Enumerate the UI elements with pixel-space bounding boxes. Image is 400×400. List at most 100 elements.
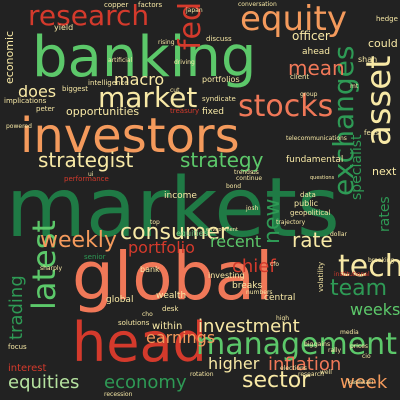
word-mt: mt [350, 83, 359, 90]
word-ahead: ahead [302, 47, 330, 57]
word-stocks: stocks [238, 89, 334, 124]
word-gains: gains [314, 341, 331, 348]
word-equity: equity [240, 0, 347, 39]
word-global: global [72, 238, 274, 315]
word-data: data [300, 191, 316, 199]
word-equities: equities [8, 372, 80, 393]
word-client: client [290, 73, 310, 81]
word-josh: josh [246, 205, 259, 212]
word-geopolitical: geopolitical [290, 209, 331, 217]
word-ui: ui [88, 171, 94, 178]
word-driving: driving [174, 59, 195, 66]
word-institutional: institutional [334, 271, 370, 278]
word-investing: investing [208, 271, 245, 280]
word-banking: banking [32, 25, 257, 90]
word-sharply: sharply [40, 265, 63, 272]
word-portfolio: portfolio [128, 238, 195, 257]
word-syndicate: syndicate [202, 95, 236, 103]
word-conversation: conversation [238, 1, 277, 8]
word-officer: officer [292, 29, 330, 43]
word-rising: rising [158, 39, 175, 46]
word-well: well [320, 369, 332, 376]
word-recession: recession [104, 391, 133, 398]
word-economy: economy [104, 372, 187, 393]
word-breaks: breaks [232, 281, 263, 291]
word-environment: environment [206, 227, 238, 233]
word-markets: markets [6, 161, 340, 256]
word-rate: rate [292, 228, 333, 252]
word-kashkari: kashkari [348, 379, 374, 386]
word-high: high [276, 315, 290, 322]
word-investors: investors [20, 108, 240, 164]
word-biggest: biggest [62, 85, 88, 93]
word-performance: performance [64, 175, 109, 183]
word-discuss: discuss [206, 35, 232, 43]
word-copper: copper [104, 1, 129, 9]
word-trajectory: trajectory [276, 219, 306, 226]
word-rally: rally [328, 347, 342, 354]
word-yield: yield [54, 23, 74, 32]
word-trends: trends [234, 169, 254, 176]
word-could: could [368, 37, 398, 50]
word-recent: recent [210, 232, 262, 251]
word-factors: factors [138, 1, 163, 9]
word-breaking: breaking [368, 257, 395, 264]
word-income: income [164, 191, 197, 201]
word-big: big [304, 341, 314, 348]
word-cho: cho [142, 311, 153, 318]
word-shah: shah [358, 55, 378, 64]
word-feds: feds [364, 129, 379, 137]
word-equities-small: equities [176, 229, 208, 238]
word-media: media [340, 329, 359, 336]
word-questions: questions [310, 175, 335, 181]
word-management: management [196, 327, 397, 362]
word-dollar: dollar [330, 231, 347, 238]
word-within: within [152, 321, 183, 332]
word-telecommunications: telecommunications [286, 135, 347, 142]
word-solutions: solutions [118, 319, 150, 327]
word-central: central [264, 293, 296, 303]
word-artificial: artificial [108, 57, 133, 64]
word-specialist: specialist [349, 134, 365, 200]
word-group: group [300, 91, 318, 98]
word-cut: cut [170, 87, 180, 94]
word-cio: cio [362, 353, 371, 360]
word-head: head [72, 311, 207, 374]
word-chief: chief [232, 256, 276, 277]
word-sector: sector [242, 368, 311, 393]
word-bank: bank [140, 265, 160, 274]
word-intelligence: intelligence [88, 79, 129, 87]
word-weekly: weekly [40, 228, 117, 253]
word-volatility: volatility [317, 261, 325, 292]
word-implications: implications [4, 97, 47, 105]
word-research: research [28, 0, 150, 32]
word-team: team [330, 276, 388, 301]
word-next: next [372, 165, 397, 178]
word-us: us [252, 169, 259, 176]
word-strategy: strategy [180, 148, 264, 172]
word-cfo: cfo [270, 261, 280, 268]
word-powered: powered [6, 123, 32, 130]
word-desk: desk [162, 305, 179, 313]
word-focus: focus [8, 343, 27, 351]
word-wealth: wealth [156, 291, 187, 301]
word-fundamental: fundamental [286, 155, 344, 165]
word-economic: economic [3, 30, 16, 84]
word-research-small: research [298, 371, 324, 378]
word-tech: tech [338, 249, 400, 284]
word-elections: elections [280, 365, 307, 372]
word-opportunities: opportunities [66, 105, 140, 118]
word-japan: japan [186, 7, 203, 14]
word-senior: senior [84, 253, 106, 261]
word-top: top [150, 219, 160, 226]
word-continue: continue [236, 175, 263, 182]
word-earnings: earnings [146, 328, 216, 347]
word-numbers: numbers [246, 289, 273, 296]
word-fixed: fixed [202, 107, 224, 117]
word-interest: interest [8, 363, 47, 374]
word-treasury: treasury [170, 107, 200, 115]
word-inflation: inflation [268, 354, 342, 375]
word-does: does [18, 82, 57, 101]
word-global-small: global [106, 295, 134, 305]
